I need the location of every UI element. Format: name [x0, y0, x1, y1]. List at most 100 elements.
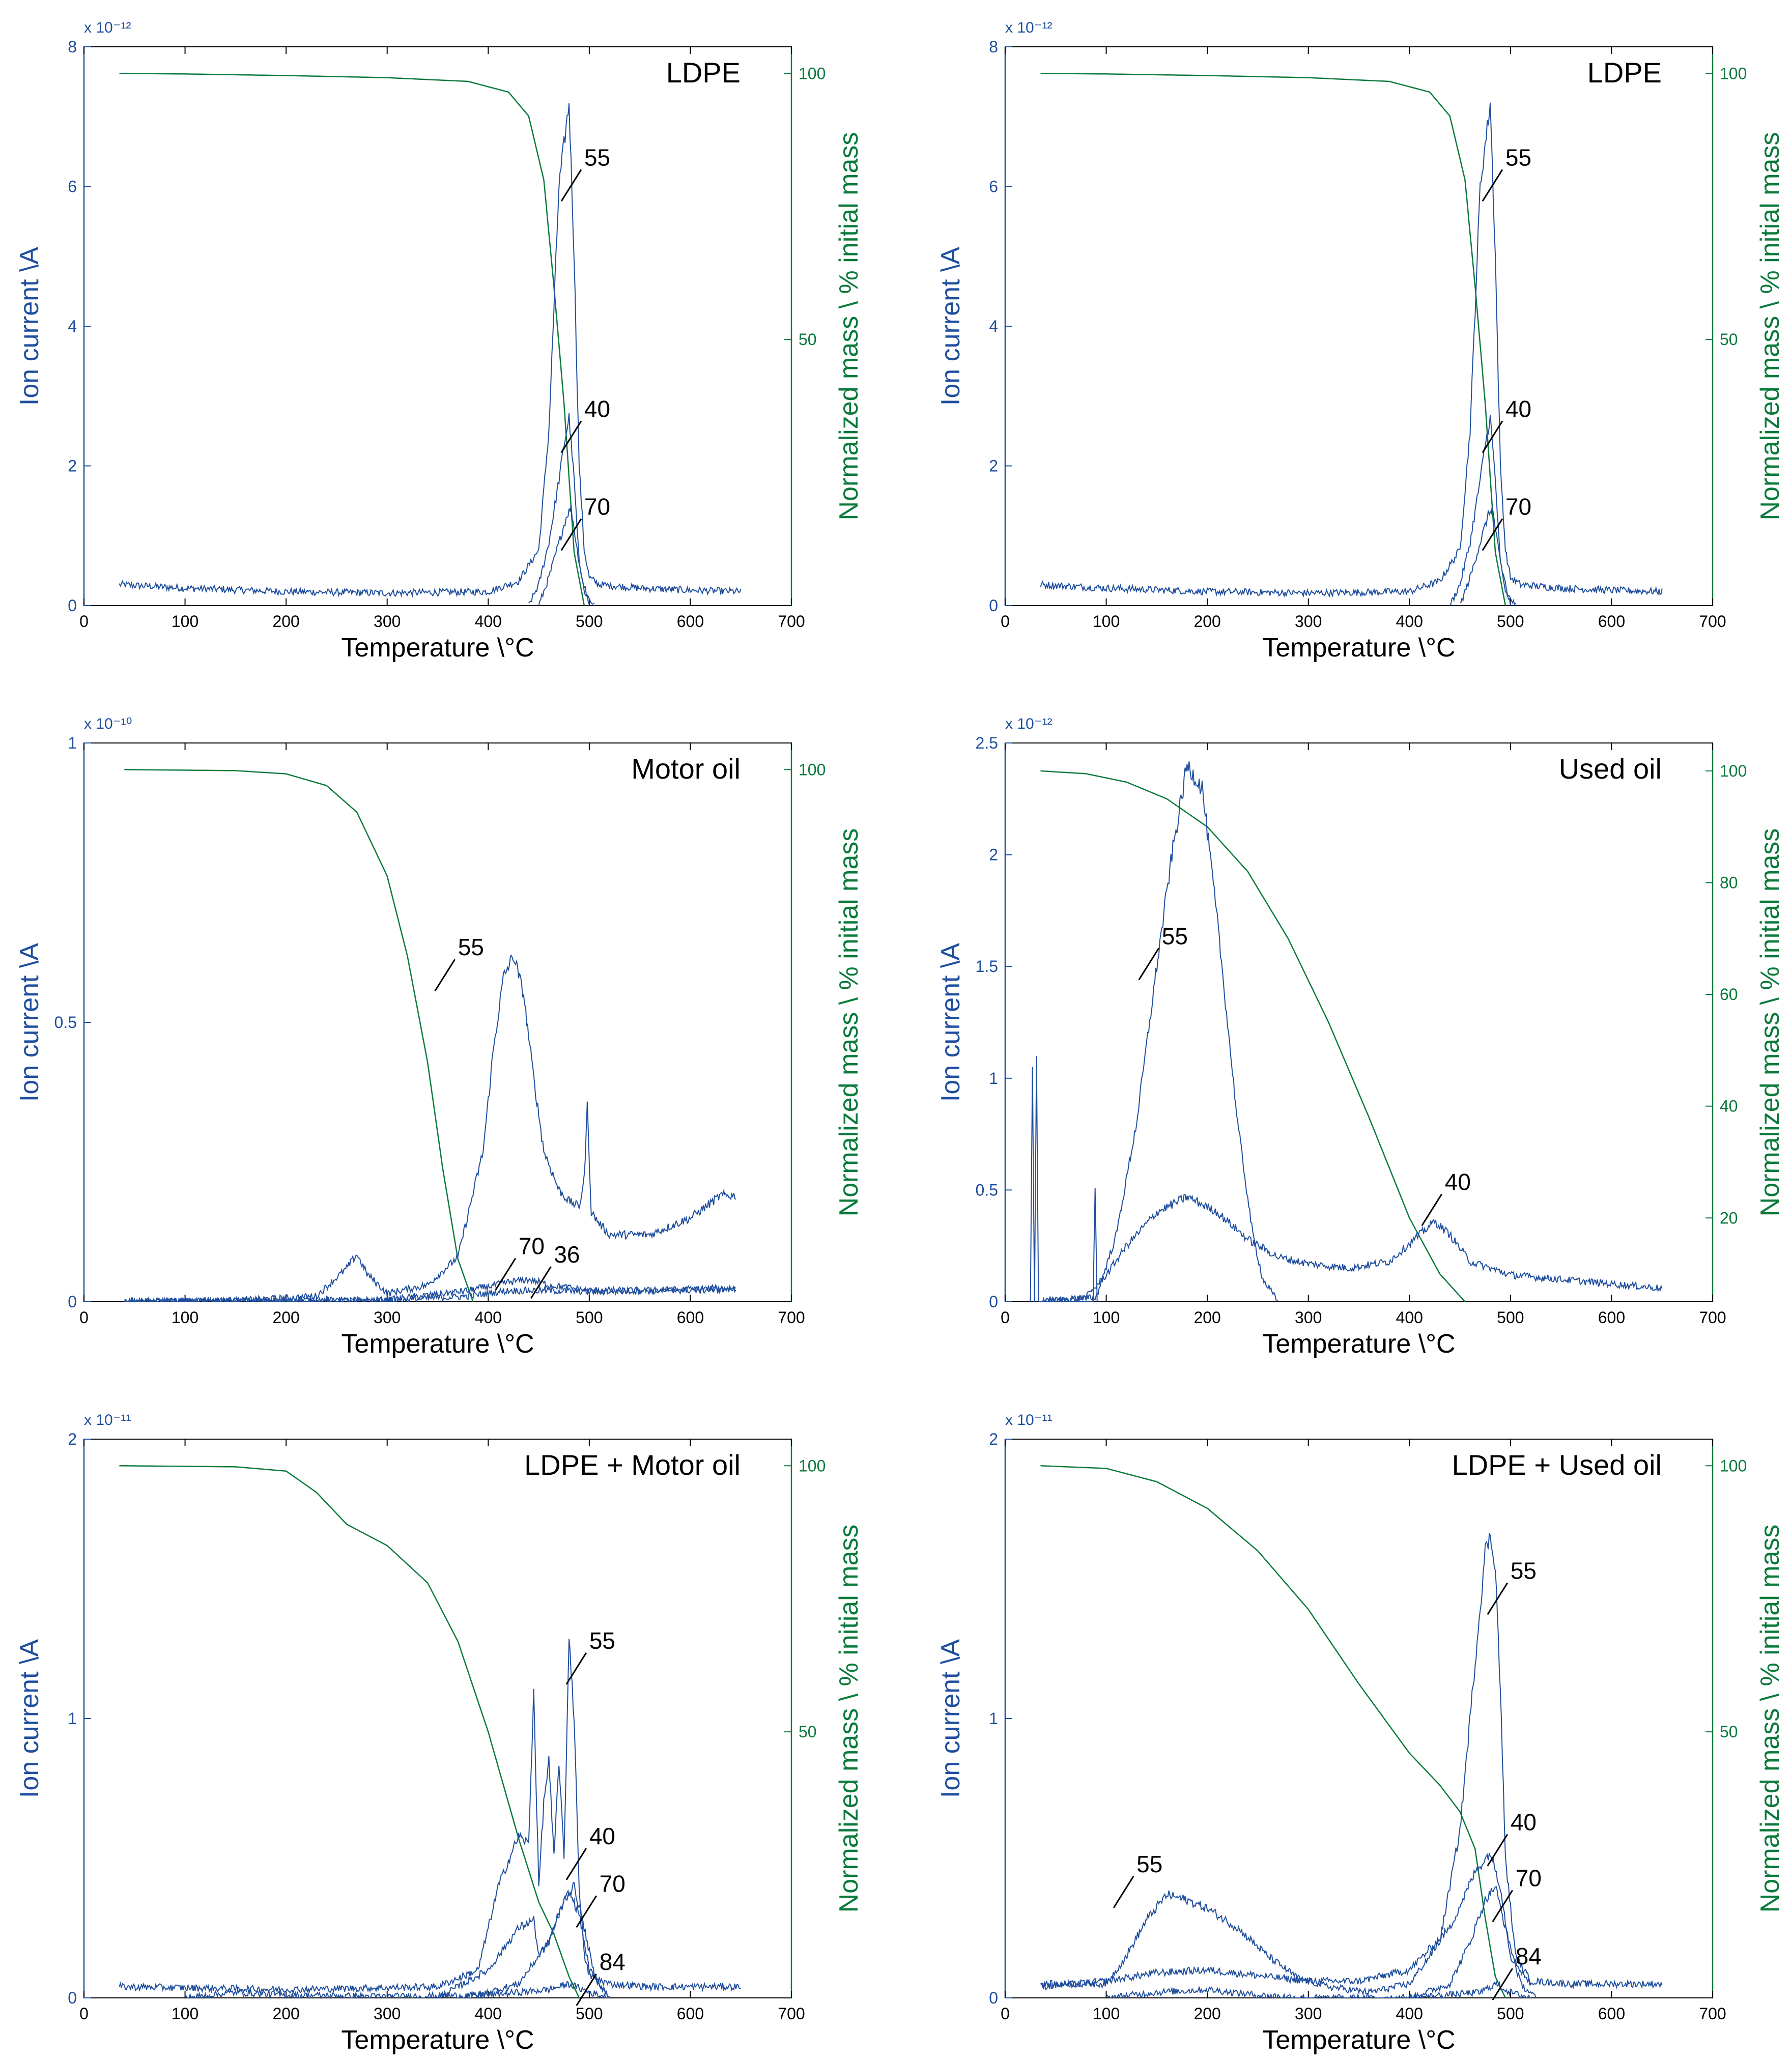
y-right-tick-label: 100 [799, 1456, 826, 1475]
x-tick-label: 300 [1295, 2005, 1322, 2023]
x-tick-label: 300 [1295, 612, 1322, 631]
ion-series-line-55 [1040, 761, 1278, 1302]
panel-title: LDPE + Used oil [1452, 1449, 1662, 1481]
annotation-label: 55 [1162, 923, 1188, 949]
plot-frame [1005, 46, 1713, 606]
annotation-leader [1482, 518, 1503, 551]
y-left-tick-label: 6 [989, 178, 998, 196]
y-left-tick-label: 8 [989, 38, 998, 56]
y-right-tick-label: 80 [1720, 874, 1738, 892]
x-tick-label: 700 [1699, 2005, 1726, 2023]
ion-series-line-70 [468, 1882, 610, 1998]
y-left-scale-factor: x 10⁻¹⁰ [84, 715, 132, 732]
ion-series-line-spike [1030, 1055, 1098, 1302]
panel-1: 0 100 200 300 400 500 600 700 0 2 4 6 8 50 100 x 10⁻¹² L… [15, 19, 864, 663]
x-axis-label: Temperature \°C [341, 1329, 534, 1359]
panel-title: LDPE [1587, 56, 1662, 89]
y-left-scale-factor: x 10⁻¹² [84, 19, 131, 36]
y-left-axis-label: Ion current \A [15, 247, 44, 406]
mass-series-line [119, 73, 585, 606]
y-right-tick-label: 100 [1720, 762, 1747, 780]
x-tick-label: 400 [1396, 1308, 1423, 1327]
annotation-label: 40 [1505, 395, 1531, 422]
ion-series-line-84 [185, 1981, 610, 1998]
x-tick-label: 600 [1598, 1308, 1625, 1327]
annotation-label: 36 [554, 1241, 580, 1268]
y-left-tick-label: 0 [989, 1989, 998, 2007]
y-left-tick-label: 0.5 [976, 1181, 998, 1199]
y-right-tick-label: 50 [799, 1723, 817, 1741]
ion-series-line-40 [1449, 415, 1511, 606]
y-left-axis-label: Ion current \A [936, 943, 965, 1102]
panel-2: 0 100 200 300 400 500 600 700 0 2 4 6 8 50 100 x 10⁻¹² L… [936, 19, 1785, 663]
annotation-label: 40 [1511, 1809, 1537, 1836]
ion-series-line-55 [119, 1639, 741, 1995]
x-tick-label: 0 [79, 1308, 89, 1327]
x-tick-label: 700 [778, 612, 805, 631]
x-tick-label: 200 [1193, 2005, 1220, 2023]
y-right-tick-label: 100 [799, 760, 826, 779]
y-left-scale-factor: x 10⁻¹² [1005, 19, 1053, 36]
x-tick-label: 600 [1598, 612, 1625, 631]
x-axis-label: Temperature \°C [1262, 2025, 1455, 2055]
ion-series-line-84 [1106, 1981, 1531, 1998]
x-tick-label: 700 [778, 2005, 805, 2023]
x-tick-label: 0 [1001, 1308, 1010, 1327]
annotation-leader [1138, 948, 1160, 981]
annotation-leader [565, 1848, 587, 1880]
y-right-tick-label: 50 [799, 330, 817, 349]
plot-frame [83, 742, 792, 1302]
x-tick-label: 200 [1193, 1308, 1220, 1327]
y-left-tick-label: 0 [989, 1293, 998, 1311]
x-tick-label: 500 [576, 1308, 603, 1327]
x-tick-label: 500 [576, 612, 603, 631]
annotation-leader [1421, 1193, 1443, 1226]
x-tick-label: 400 [1396, 2005, 1423, 2023]
x-tick-label: 300 [374, 1308, 401, 1327]
x-axis-label: Temperature \°C [1262, 633, 1455, 663]
annotation-label: 70 [584, 494, 610, 520]
x-tick-label: 600 [1598, 2005, 1625, 2023]
x-tick-label: 300 [374, 612, 401, 631]
y-left-tick-label: 1 [989, 1709, 998, 1728]
panel-title: LDPE [666, 56, 741, 89]
x-tick-label: 100 [1093, 2005, 1120, 2023]
ion-series-line-70 [1460, 506, 1516, 606]
y-left-tick-label: 0.5 [54, 1013, 77, 1032]
x-tick-label: 100 [1093, 612, 1120, 631]
x-tick-label: 100 [172, 2005, 198, 2023]
annotation-leader [560, 420, 582, 453]
annotation-leader [560, 518, 582, 551]
x-tick-label: 500 [1497, 2005, 1524, 2023]
y-left-tick-label: 0 [989, 596, 998, 615]
x-tick-label: 700 [1699, 612, 1726, 631]
panel-5: 0 100 200 300 400 500 600 700 0 1 2 50 100 x 10⁻¹¹ LDP… [15, 1412, 864, 2055]
annotation-leader [560, 169, 582, 202]
annotation-label: 40 [584, 395, 610, 422]
y-left-tick-label: 2 [989, 457, 998, 475]
y-left-tick-label: 0 [68, 596, 77, 615]
x-tick-label: 200 [272, 1308, 299, 1327]
y-left-tick-label: 4 [68, 317, 77, 335]
mass-series-line [1040, 73, 1506, 606]
annotation-label: 40 [589, 1823, 615, 1849]
x-tick-label: 700 [1699, 1308, 1726, 1327]
mass-series-line [1040, 770, 1466, 1302]
panel-4: 0 100 200 300 400 500 600 700 0 0.5 1 1.5 2 2.5 20 40 60… [936, 715, 1785, 1359]
y-left-tick-label: 1.5 [976, 957, 998, 976]
y-right-tick-label: 100 [799, 64, 826, 82]
panel-title: Used oil [1559, 753, 1662, 785]
panel-title: Motor oil [631, 753, 741, 785]
ion-series-line-40 [1040, 1193, 1663, 1302]
y-left-scale-factor: x 10⁻¹¹ [1005, 1412, 1053, 1428]
annotation-leader [495, 1257, 517, 1291]
annotation-label: 70 [1516, 1865, 1542, 1891]
annotation-label: 55 [1505, 144, 1531, 170]
annotation-label: 55 [584, 144, 610, 170]
annotation-leader [565, 1652, 587, 1685]
annotation-label: 55 [589, 1627, 615, 1654]
y-left-axis-label: Ion current \A [936, 247, 965, 406]
annotation-label: 55 [1511, 1558, 1537, 1584]
annotation-label: 84 [600, 1949, 625, 1975]
x-axis-label: Temperature \°C [1262, 1329, 1455, 1359]
